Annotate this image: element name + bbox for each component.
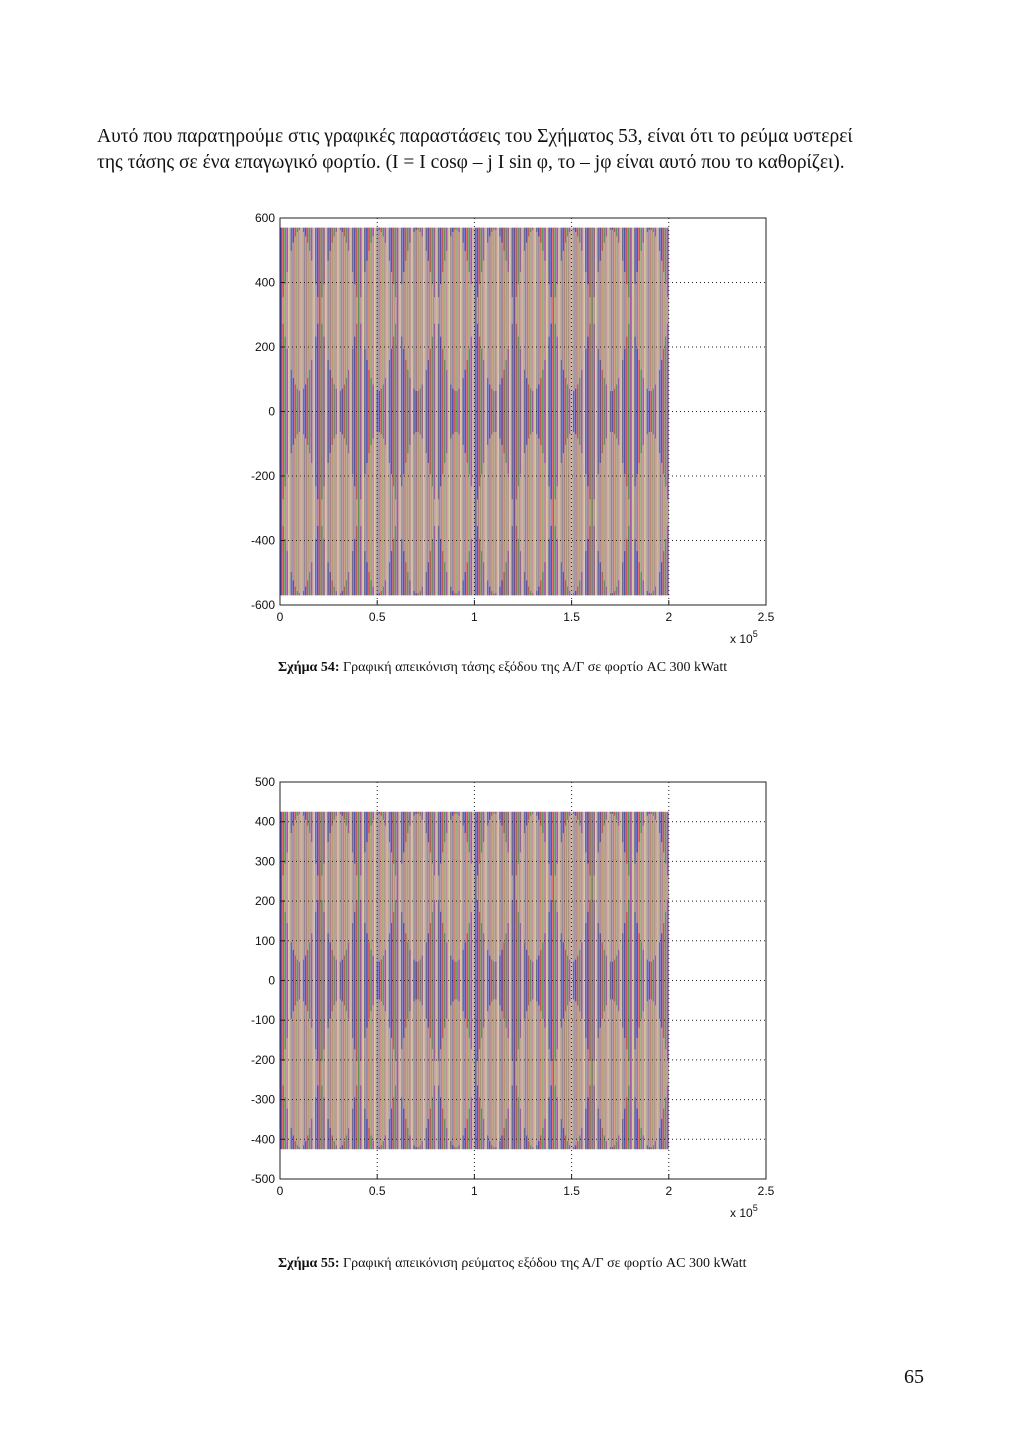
y-tick-label: -100 xyxy=(251,1013,275,1027)
y-tick-label: 100 xyxy=(255,934,275,948)
paragraph-line-1: Αυτό που παρατηρούμε στις γραφικές παρασ… xyxy=(97,126,853,147)
y-tick-label: 200 xyxy=(255,894,275,908)
figure-55-text: Γραφική απεικόνιση ρεύματος εξόδου της Α… xyxy=(339,1256,747,1271)
plot-area xyxy=(280,218,766,605)
figure-54-label: Σχήμα 54: xyxy=(278,660,340,675)
x-tick-label: 0 xyxy=(277,1184,284,1198)
x-tick-label: 2 xyxy=(665,1184,672,1198)
x-tick-label: 2.5 xyxy=(758,610,775,624)
x-tick-label: 1 xyxy=(471,1184,478,1198)
paragraph-line-2: της τάσης σε ένα επαγωγικό φορτίο. (I = … xyxy=(97,152,845,173)
y-tick-label: -200 xyxy=(251,469,275,483)
signal-band xyxy=(280,227,669,596)
y-tick-label: -200 xyxy=(251,1053,275,1067)
x-tick-label: 0.5 xyxy=(369,1184,386,1198)
x-multiplier-exponent: 5 xyxy=(753,629,758,639)
intro-paragraph: Αυτό που παρατηρούμε στις γραφικές παρασ… xyxy=(97,124,957,176)
x-multiplier-label: x 105 xyxy=(730,1203,758,1220)
y-tick-label: 200 xyxy=(255,340,275,354)
y-tick-label: 300 xyxy=(255,854,275,868)
x-tick-label: 0 xyxy=(277,610,284,624)
figure-55-caption: Σχήμα 55: Γραφική απεικόνιση ρεύματος εξ… xyxy=(278,1256,747,1272)
x-tick-label: 1 xyxy=(471,610,478,624)
plot-frame xyxy=(279,781,767,1180)
y-tick-label: -300 xyxy=(251,1093,275,1107)
x-multiplier-exponent: 5 xyxy=(753,1203,758,1213)
y-tick-label: -400 xyxy=(251,534,275,548)
y-tick-label: 600 xyxy=(255,211,275,225)
figure-55-label: Σχήμα 55: xyxy=(278,1256,340,1271)
y-tick-label: -400 xyxy=(251,1132,275,1146)
y-tick-label: 400 xyxy=(255,815,275,829)
x-tick-label: 0.5 xyxy=(369,610,386,624)
x-multiplier-label: x 105 xyxy=(730,629,758,646)
y-tick-label: 0 xyxy=(268,974,275,988)
x-tick-label: 1.5 xyxy=(563,610,580,624)
plot-area xyxy=(280,782,766,1179)
y-tick-label: 0 xyxy=(268,405,275,419)
y-tick-label: 500 xyxy=(255,775,275,789)
figure-54-caption: Σχήμα 54: Γραφική απεικόνιση τάσης εξόδο… xyxy=(278,660,727,676)
y-tick-label: 400 xyxy=(255,276,275,290)
page-number: 65 xyxy=(904,1366,924,1388)
x-tick-label: 2 xyxy=(665,610,672,624)
x-tick-label: 2.5 xyxy=(758,1184,775,1198)
plot-frame xyxy=(279,217,767,606)
x-tick-label: 1.5 xyxy=(563,1184,580,1198)
y-tick-label: -500 xyxy=(251,1172,275,1186)
y-tick-label: -600 xyxy=(251,598,275,612)
signal-band xyxy=(280,811,669,1150)
figure-54-text: Γραφική απεικόνιση τάσης εξόδου της Α/Γ … xyxy=(339,660,728,675)
